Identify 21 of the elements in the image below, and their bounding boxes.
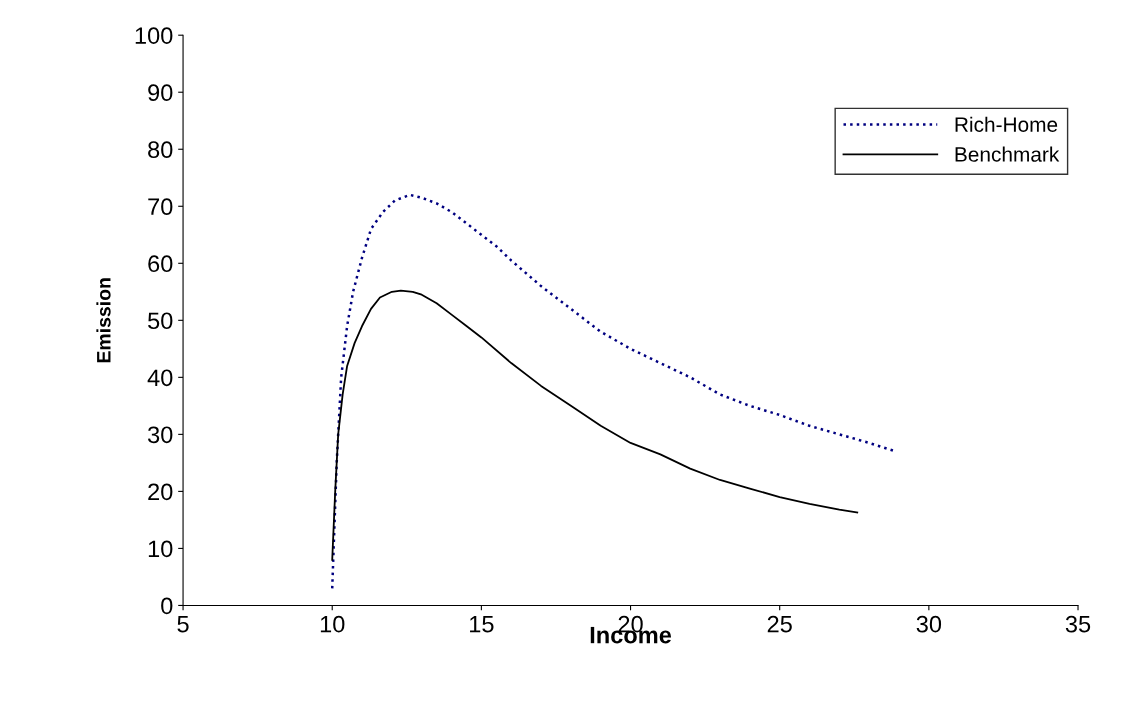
y-tick-label: 0 — [161, 597, 173, 615]
y-tick-label: 100 — [135, 27, 173, 44]
legend-label: Rich-Home — [955, 116, 1058, 132]
y-tick-label: 20 — [148, 483, 173, 501]
y-tick-label: 50 — [148, 312, 173, 330]
y-tick-label: 10 — [148, 540, 173, 558]
x-tick-label: 10 — [320, 615, 345, 633]
x-tick-label: 5 — [177, 616, 189, 633]
y-tick-label: 90 — [148, 84, 173, 102]
x-tick-label: 35 — [1065, 615, 1091, 633]
y-tick-label: 70 — [148, 198, 173, 216]
y-tick-label: 60 — [148, 255, 173, 273]
x-tick-label: 15 — [470, 616, 494, 633]
legend-label: Benchmark — [955, 146, 1060, 162]
y-axis-title: Emission — [96, 278, 111, 363]
x-tick-label: 25 — [767, 615, 792, 633]
y-tick-label: 30 — [147, 426, 173, 444]
y-tick-label: 40 — [147, 369, 173, 387]
x-tick-label: 30 — [916, 615, 942, 633]
line-series — [331, 289, 859, 561]
y-tick-label: 80 — [148, 141, 173, 159]
